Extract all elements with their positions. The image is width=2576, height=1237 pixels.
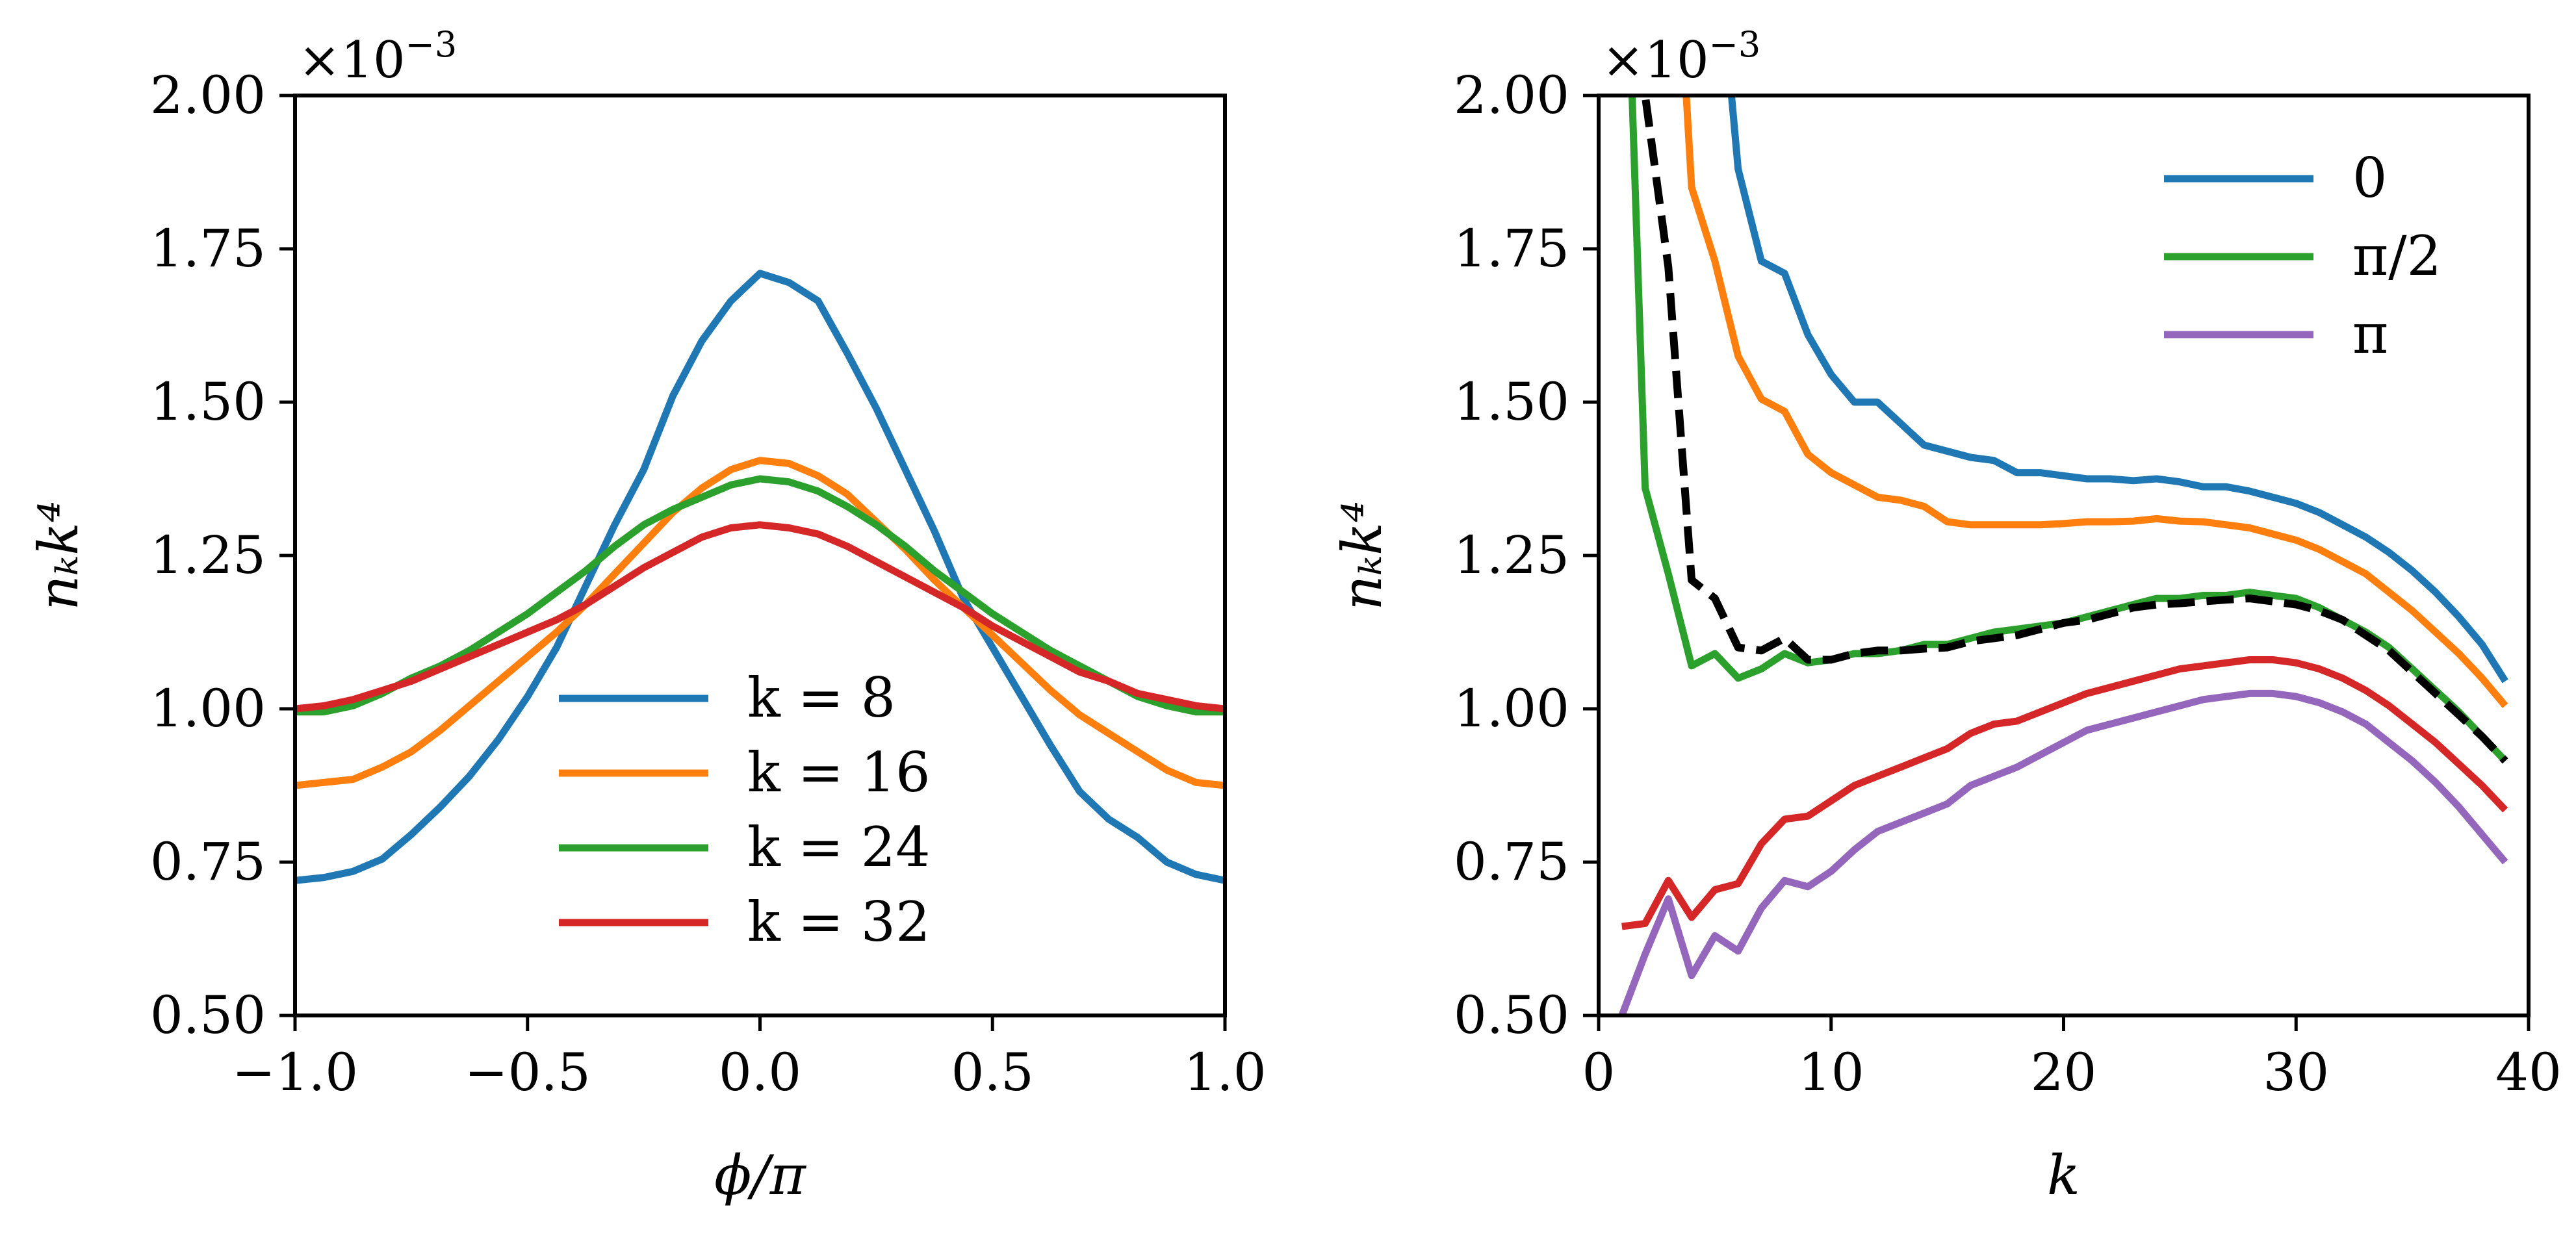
y-axis-label: nₖk⁴ — [27, 500, 90, 610]
series-group — [1618, 96, 2508, 1015]
right-panel: 0 10 20 30 40 0.50 0.75 1.00 1.25 1.50 1.75 2.00 ×10… — [1330, 24, 2562, 1207]
series-line-1 — [295, 457, 1225, 789]
y-tick-label: 1.00 — [150, 678, 266, 739]
left-panel: −1.0 −0.5 0.0 0.5 1.0 0.50 0.75 1.00 1.25 1.50 1.7… — [27, 24, 1267, 1207]
y-tick-label: 2.00 — [1454, 65, 1569, 125]
x-tick-label: 0.0 — [719, 1042, 801, 1103]
x-tick-label: 20 — [2031, 1042, 2097, 1103]
y-tick-label: 1.25 — [150, 525, 266, 585]
legend-label: 0 — [2352, 146, 2387, 210]
x-tick-label: 0 — [1582, 1042, 1616, 1103]
legend: k = 8 k = 16 k = 24 k = 32 — [559, 666, 931, 954]
legend-label: π — [2352, 302, 2388, 366]
x-axis-label: ϕ/π — [714, 1143, 807, 1207]
x-tick-label: −0.5 — [465, 1042, 591, 1103]
x-tick-label: 10 — [1798, 1042, 1864, 1103]
y-multiplier-exponent: −3 — [1709, 24, 1761, 65]
y-multiplier-exponent: −3 — [406, 24, 457, 65]
series-line-5 — [1618, 689, 2508, 1015]
legend-label: k = 24 — [747, 815, 931, 879]
y-tick-label: 1.50 — [1454, 372, 1569, 432]
y-tick-label: 0.50 — [1454, 985, 1569, 1045]
x-tick-label: 40 — [2495, 1042, 2562, 1103]
y-tick-label: 0.75 — [150, 832, 266, 892]
x-axis-label: k — [2047, 1143, 2080, 1207]
y-tick-label: 0.50 — [150, 985, 266, 1045]
legend-label: k = 32 — [747, 890, 931, 954]
y-tick-label: 1.75 — [1454, 218, 1569, 279]
series-line-0 — [1727, 96, 2508, 683]
y-axis-label: nₖk⁴ — [1330, 500, 1394, 610]
y-tick-label: 2.00 — [150, 65, 266, 125]
x-tick-label: 0.5 — [951, 1042, 1034, 1103]
series-line-3 — [1641, 96, 2508, 764]
y-tick-label: 1.25 — [1454, 525, 1569, 585]
y-tick-label: 1.75 — [150, 218, 266, 279]
legend: 0 π/2 π — [2164, 146, 2441, 366]
x-tick-label: 1.0 — [1183, 1042, 1266, 1103]
legend-label: k = 16 — [747, 741, 931, 804]
y-multiplier-label: ×10−3 — [298, 24, 457, 90]
series-group — [295, 270, 1225, 884]
y-multiplier-base: ×10 — [1602, 31, 1709, 90]
y-multiplier-label: ×10−3 — [1602, 24, 1760, 90]
series-line-3 — [295, 521, 1225, 713]
series-line-2 — [295, 475, 1225, 716]
series-line-0 — [295, 270, 1225, 884]
legend-label: k = 8 — [747, 666, 895, 730]
x-tick-label: −1.0 — [232, 1042, 358, 1103]
y-tick-label: 1.50 — [150, 372, 266, 432]
y-tick-label: 0.75 — [1454, 832, 1569, 892]
legend-label: π/2 — [2352, 224, 2441, 288]
y-multiplier-base: ×10 — [298, 31, 406, 90]
series-line-1 — [1682, 96, 2508, 708]
x-tick-label: 30 — [2263, 1042, 2329, 1103]
y-tick-label: 1.00 — [1454, 678, 1569, 739]
series-line-4 — [1621, 656, 2508, 930]
